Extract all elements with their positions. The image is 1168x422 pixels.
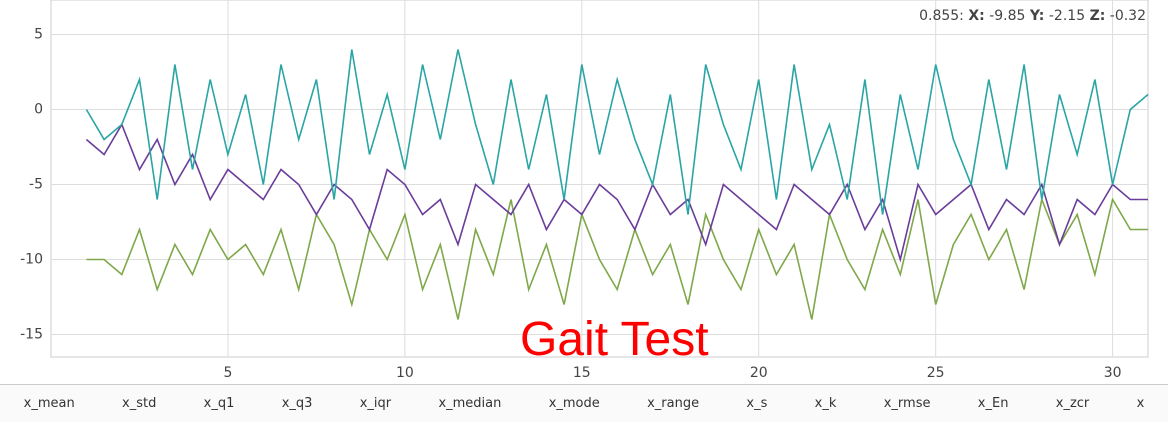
feature-tab[interactable]: x_std — [122, 396, 157, 411]
series-line — [86, 196, 1148, 320]
readout: 0.855: X: -9.85 Y: -2.15 Z: -0.32 — [919, 8, 1146, 24]
readout-value: -9.85 — [989, 8, 1026, 24]
x-tick-label: 30 — [1104, 365, 1122, 381]
readout-value: -2.15 — [1048, 8, 1086, 24]
feature-tab[interactable]: x_k — [814, 396, 837, 411]
feature-tab[interactable]: x_median — [438, 396, 502, 411]
x-tick-label: 20 — [750, 365, 768, 381]
readout-label: X: — [968, 8, 985, 24]
feature-tab[interactable]: x_rmse — [883, 396, 931, 411]
y-tick-label: 5 — [34, 27, 43, 43]
feature-tab[interactable]: x_zcr — [1055, 396, 1090, 411]
chart: 5 0 -5 -10 -15 5 10 15 20 25 30 — [20, 0, 1149, 381]
feature-tab[interactable]: x_range — [647, 396, 700, 411]
readout-value: -0.32 — [1109, 8, 1146, 24]
feature-tab[interactable]: x_s — [746, 396, 768, 411]
feature-tab[interactable]: x_mode — [548, 396, 600, 411]
readout-label: Z: — [1089, 8, 1106, 24]
y-tick-label: -15 — [20, 327, 43, 343]
readout-time: 0.855: — [919, 8, 964, 24]
y-tick-label: -5 — [29, 177, 43, 193]
series-line — [85, 49, 1149, 215]
feature-tab[interactable]: x_iqr — [359, 396, 392, 411]
plot-area — [50, 0, 1149, 358]
feature-tab[interactable]: x — [1136, 396, 1145, 411]
y-tick-label: 0 — [34, 102, 43, 118]
annotation: Gait Test — [520, 313, 709, 366]
y-tick-label: -10 — [20, 252, 43, 268]
x-tick-label: 10 — [396, 365, 414, 381]
feature-bar: x_mean x_std x_q1 x_q3 x_iqr x_median x_mode x_… — [0, 384, 1168, 422]
feature-tab[interactable]: x_mean — [23, 396, 75, 411]
readout-label: Y: — [1029, 8, 1045, 24]
x-tick-label: 25 — [927, 365, 945, 381]
x-tick-label: 5 — [223, 365, 232, 381]
x-tick-label: 15 — [573, 365, 591, 381]
feature-tab[interactable]: x_q1 — [203, 396, 235, 411]
feature-tab[interactable]: x_En — [977, 396, 1009, 411]
feature-tab[interactable]: x_q3 — [281, 396, 313, 411]
